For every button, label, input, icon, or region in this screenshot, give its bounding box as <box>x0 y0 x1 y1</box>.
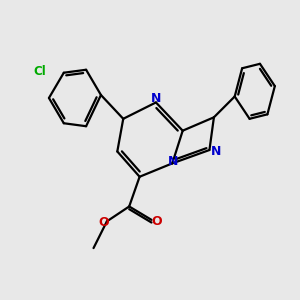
Text: N: N <box>151 92 161 105</box>
Text: O: O <box>99 216 109 229</box>
Text: N: N <box>168 155 178 168</box>
Text: Cl: Cl <box>34 65 46 78</box>
Text: O: O <box>152 215 162 228</box>
Text: N: N <box>211 145 221 158</box>
